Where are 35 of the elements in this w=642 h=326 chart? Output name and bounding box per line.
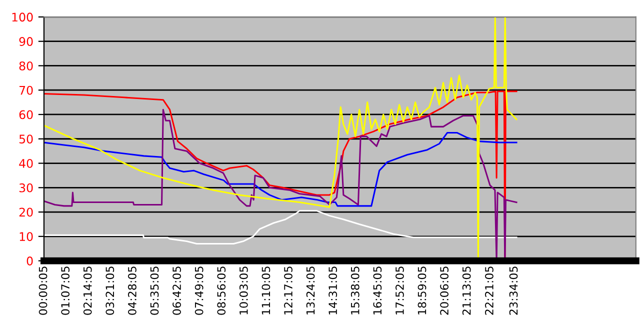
- x-tick-label: 00:00:05: [38, 266, 48, 315]
- y-tick-label: 20: [19, 208, 33, 217]
- x-tick-label: 07:49:05: [194, 266, 204, 315]
- y-tick-label: 100: [12, 12, 33, 22]
- y-tick-label: 50: [19, 134, 33, 144]
- x-tick-label: 14:31:05: [328, 266, 338, 314]
- x-tick-label: 18:59:05: [418, 266, 426, 314]
- x-tick-label: 13:24:05: [306, 266, 315, 314]
- y-tick-label: 80: [19, 61, 33, 70]
- x-tick-label: 20:06:05: [440, 266, 448, 315]
- x-tick-label: 15:38:05: [350, 266, 360, 314]
- line-series: [44, 132, 518, 207]
- x-tick-label: 16:45:05: [373, 266, 382, 314]
- line-series: [44, 210, 518, 244]
- x-tick-label: 23:34:05: [509, 266, 518, 315]
- y-tick-label: 0: [26, 256, 33, 266]
- x-tick-label: 04:28:05: [128, 266, 136, 315]
- y-tick-label: 60: [19, 110, 33, 120]
- x-tick-label: 03:21:05: [106, 266, 114, 315]
- x-tick-label: 11:10:05: [262, 266, 270, 314]
- x-tick-label: 06:42:05: [172, 266, 181, 315]
- x-tick-label: 02:14:05: [83, 266, 92, 315]
- y-tick-label: 70: [20, 86, 33, 95]
- x-tick-label: 08:56:05: [217, 266, 226, 315]
- y-tick-label: 10: [20, 232, 33, 242]
- x-tick-label: 01:07:05: [61, 266, 70, 315]
- x-tick-label: 22:21:05: [485, 266, 494, 315]
- x-tick-label: 12:17:05: [284, 266, 292, 314]
- y-tick-label: 40: [19, 158, 33, 168]
- x-tick-label: 10:03:05: [239, 266, 248, 314]
- x-tick-label: 17:52:05: [396, 266, 404, 314]
- x-tick-label: 05:35:05: [150, 266, 159, 315]
- y-tick-label: 90: [19, 37, 33, 46]
- x-tick-label: 21:13:05: [462, 266, 471, 315]
- y-tick-label: 30: [19, 183, 33, 192]
